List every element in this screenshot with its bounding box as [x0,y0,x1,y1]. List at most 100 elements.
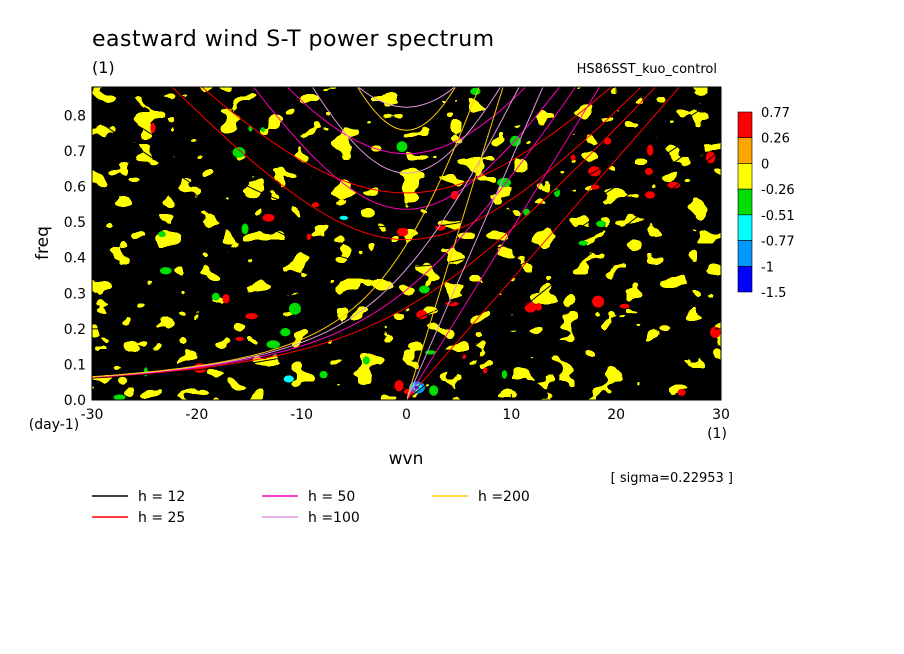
field-patch [483,367,488,374]
legend-label: h = 50 [308,489,355,505]
gravity-curve [252,87,561,210]
field-patch [280,328,291,337]
field-extremes [113,87,721,400]
field-patch [397,227,409,237]
field-patch [319,370,328,379]
x-tick-label: 30 [712,407,730,423]
field-patch [535,303,542,311]
field-patch [667,181,681,189]
kelvin-curve [406,149,721,400]
x-tick-label: 10 [502,407,520,423]
colorbar-swatch [737,111,753,139]
y-tick-label: 0.7 [64,144,86,160]
field-patch [158,231,166,238]
gravity-curve [171,87,642,241]
field-patch [339,215,348,220]
field-patch [235,336,244,341]
field-patch [266,340,281,349]
legend: h = 12 h = 25 h = 50 h =100 h =200 [92,489,530,526]
y-tick-label: 0.2 [64,322,86,338]
colorbar-label: -0.51 [761,209,795,224]
mrg-curve [92,87,657,379]
field-patch [619,303,630,309]
x-units-label: (1) [707,426,727,442]
legend-label: h =200 [478,489,530,505]
field-patch [450,190,460,200]
field-patch [159,267,172,275]
y-units-label: (day-1) [29,417,79,433]
field-patch [470,87,481,95]
y-axis-label: freq [33,226,53,260]
colorbar-label: 0 [761,157,769,172]
field-patch [306,233,312,240]
legend-label: h = 25 [138,510,185,526]
kelvin-curve [406,87,504,400]
kelvin-curve [406,87,544,400]
field-patch [262,213,275,222]
colorbar-swatch [737,163,753,190]
field-patch [211,292,220,301]
gravity-curve [311,87,502,174]
kelvin-curve [406,87,681,400]
units-label: (1) [92,58,115,77]
plot-area [92,87,721,400]
mrg-curve [92,87,480,378]
field-patch [592,295,605,308]
colorbar: 0.77 0.26 0 -0.26 -0.51 -0.77 -1 -1.5 [737,106,795,301]
field-patch [232,147,246,158]
field-patch [677,388,686,396]
gravity-curve [201,87,612,194]
y-tick-label: 0.1 [64,357,86,373]
field-patch [394,380,404,392]
x-tick-label: -30 [81,407,104,423]
field-patch [578,240,589,246]
x-tick-label: -10 [290,407,313,423]
field-patch [604,137,612,145]
colorbar-label: -1.5 [761,286,786,301]
field-patch [570,154,576,161]
field-patch [647,144,654,156]
y-tick-label: 0.8 [64,108,86,124]
field-patch [416,310,428,320]
gravity-curve [357,87,456,108]
colorbar-label: 0.26 [761,132,790,147]
sigma-note: [ sigma=0.22953 ] [611,471,733,486]
field-patch [588,166,601,177]
field-patch [645,191,655,199]
colorbar-label: -1 [761,260,774,275]
field-patch [311,202,320,208]
chart-title: eastward wind S-T power spectrum [92,27,495,52]
mrg-curve [92,87,520,378]
x-axis: -30 -20 -10 0 10 20 30 [81,87,730,423]
legend-label: h =100 [308,510,360,526]
field-patch [710,326,721,338]
field-patch [396,141,408,153]
field-patch [245,313,258,320]
mrg-curve [92,87,577,378]
y-tick-label: 0.6 [64,180,86,196]
legend-label: h = 12 [138,489,185,505]
field-patch [113,394,126,400]
field-patch [501,370,508,379]
field-patch [419,285,430,294]
field-patch [362,356,370,365]
colorbar-label: -0.26 [761,183,795,198]
x-axis-label: wvn [389,449,424,469]
colorbar-swatch [737,265,753,293]
field-patch [596,220,607,228]
colorbar-swatch [737,240,753,267]
field-patch [150,122,156,134]
x-tick-label: 20 [607,407,625,423]
mrg-curve [92,127,721,379]
field-patch [429,385,439,396]
field-patch [283,375,294,383]
colorbar-label: -0.77 [761,235,795,250]
field-patch [260,127,266,133]
field-patch [644,167,653,176]
gravity-curve [357,87,456,131]
kelvin-curve [406,87,601,400]
colorbar-swatch [737,137,753,164]
gravity-curve [92,116,721,268]
x-tick-label: 0 [402,407,411,423]
